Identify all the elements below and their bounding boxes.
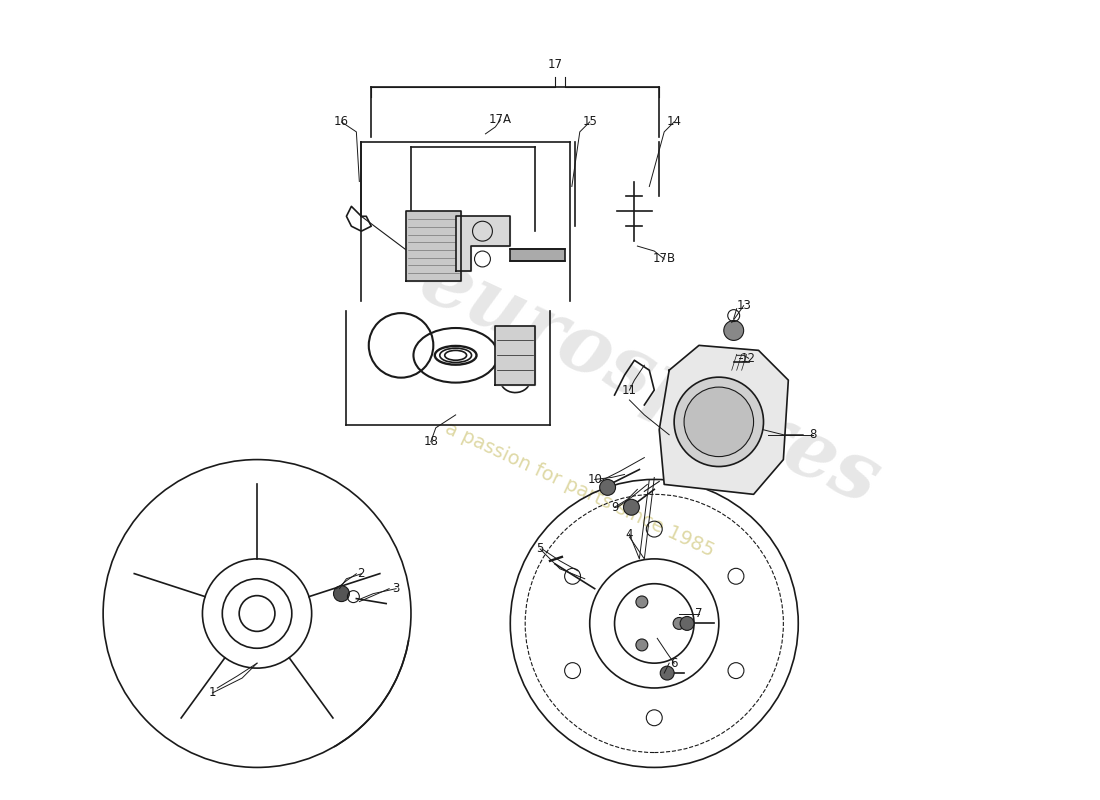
Polygon shape: [455, 216, 510, 271]
Text: 15: 15: [582, 115, 597, 129]
Circle shape: [636, 596, 648, 608]
Polygon shape: [495, 326, 535, 385]
Circle shape: [600, 479, 616, 495]
Bar: [510, 249, 565, 261]
Circle shape: [680, 617, 694, 630]
Text: 17B: 17B: [652, 253, 675, 266]
Text: 5: 5: [537, 542, 543, 555]
Text: 2: 2: [358, 567, 365, 580]
Circle shape: [624, 499, 639, 515]
Circle shape: [660, 666, 674, 680]
Text: 8: 8: [810, 428, 817, 442]
Circle shape: [673, 618, 685, 630]
Text: a passion for parts since 1985: a passion for parts since 1985: [442, 418, 717, 560]
Circle shape: [684, 387, 754, 457]
Text: 4: 4: [626, 527, 634, 541]
Circle shape: [636, 639, 648, 651]
Text: 6: 6: [670, 657, 678, 670]
Text: 12: 12: [741, 352, 756, 365]
Circle shape: [724, 321, 744, 341]
Text: 13: 13: [736, 299, 751, 312]
Text: eurospares: eurospares: [407, 240, 892, 521]
Text: 18: 18: [424, 435, 438, 448]
Polygon shape: [659, 346, 789, 494]
Text: 10: 10: [587, 473, 602, 486]
Circle shape: [674, 377, 763, 466]
Text: 7: 7: [695, 607, 703, 620]
Text: 9: 9: [610, 501, 618, 514]
Text: 17: 17: [548, 58, 562, 71]
Polygon shape: [406, 211, 461, 281]
Text: 14: 14: [667, 115, 682, 129]
Text: 3: 3: [393, 582, 399, 595]
Text: 17A: 17A: [488, 114, 512, 126]
Circle shape: [333, 586, 350, 602]
Text: 11: 11: [621, 383, 637, 397]
Text: 16: 16: [334, 115, 349, 129]
Text: 1: 1: [209, 686, 216, 699]
Bar: [732, 354, 749, 370]
